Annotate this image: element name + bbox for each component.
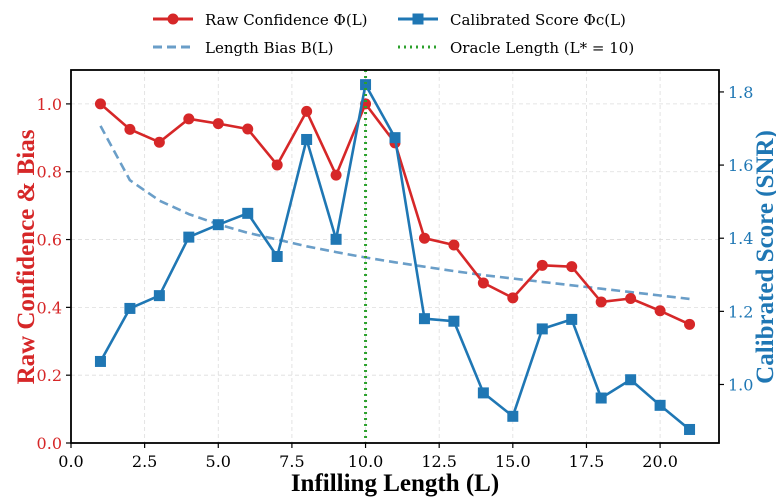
point-raw-16 — [566, 261, 578, 273]
x-tick-label-7: 17.5 — [569, 452, 605, 471]
point-cal-8 — [330, 233, 342, 245]
point-cal-6 — [271, 251, 283, 262]
legend-bias-label: Length Bias B(L) — [205, 39, 333, 57]
point-cal-5 — [242, 207, 254, 219]
legend-raw-label: Raw Confidence Φ(L) — [205, 11, 368, 29]
y-right-axis-label: Calibrated Score (SNR) — [752, 130, 776, 384]
point-raw-15 — [536, 259, 548, 271]
point-cal-18 — [625, 374, 637, 386]
x-tick-label-4: 10.0 — [348, 452, 384, 471]
x-tick-label-1: 2.5 — [132, 452, 157, 471]
point-cal-19 — [654, 399, 666, 411]
point-raw-11 — [418, 232, 430, 244]
x-tick-label-5: 12.5 — [421, 452, 457, 471]
point-cal-12 — [448, 315, 460, 327]
point-raw-4 — [212, 118, 224, 130]
x-tick-label-6: 15.0 — [495, 452, 531, 471]
point-cal-9 — [360, 79, 372, 91]
legend-oracle-label: Oracle Length (L* = 10) — [450, 39, 634, 57]
y-left-tick-label-1: 0.2 — [37, 366, 62, 385]
point-raw-13 — [477, 277, 489, 289]
point-raw-7 — [301, 105, 313, 117]
x-tick-label-8: 20.0 — [642, 452, 678, 471]
point-raw-12 — [448, 239, 460, 251]
y-left-tick-label-0: 0.0 — [37, 434, 62, 453]
point-cal-7 — [301, 133, 313, 145]
y-left-tick-label-4: 0.8 — [37, 163, 62, 182]
point-cal-13 — [477, 387, 489, 399]
point-cal-0 — [94, 355, 106, 367]
y-right-tick-label-3: 1.6 — [728, 156, 753, 175]
point-cal-3 — [183, 231, 195, 243]
point-cal-10 — [389, 132, 401, 144]
point-raw-19 — [654, 305, 666, 317]
point-cal-1 — [124, 302, 136, 314]
legend: Raw Confidence Φ(L) Calibrated Score Φc(… — [153, 11, 634, 57]
x-tick-label-3: 7.5 — [279, 452, 304, 471]
point-raw-6 — [271, 159, 283, 171]
point-cal-14 — [507, 410, 519, 422]
point-raw-14 — [507, 292, 519, 304]
plot-frame — [70, 69, 720, 444]
y-left-axis-label: Raw Confidence & Bias — [13, 129, 40, 384]
axes: 0.0 2.5 5.0 7.5 10.0 12.5 15.0 17.5 20.0 0.0 0.2 0.… — [37, 83, 754, 471]
y-left-tick-label-3: 0.6 — [37, 231, 62, 250]
point-raw-20 — [684, 318, 696, 330]
point-cal-2 — [153, 290, 165, 302]
y-right-tick-label-2: 1.4 — [728, 229, 753, 248]
point-cal-20 — [684, 423, 696, 435]
series-line-1 — [99, 125, 690, 301]
point-raw-3 — [183, 113, 195, 125]
point-cal-17 — [595, 392, 607, 404]
y-left-tick-label-5: 1.0 — [37, 95, 62, 114]
point-raw-18 — [625, 293, 637, 305]
point-raw-0 — [94, 98, 106, 110]
point-raw-5 — [242, 123, 254, 135]
point-raw-17 — [595, 296, 607, 308]
y-right-tick-label-4: 1.8 — [728, 83, 753, 102]
point-raw-8 — [330, 169, 342, 181]
series-layer — [94, 70, 696, 443]
x-tick-label-2: 5.0 — [206, 452, 231, 471]
point-cal-4 — [212, 219, 224, 231]
legend-raw-marker — [167, 13, 179, 25]
legend-cal-label: Calibrated Score Φc(L) — [450, 11, 626, 29]
point-raw-1 — [124, 123, 136, 135]
point-raw-2 — [153, 136, 165, 148]
x-tick-label-0: 0.0 — [58, 452, 83, 471]
x-axis-label: Infilling Length (L) — [291, 470, 499, 497]
point-cal-11 — [418, 313, 430, 325]
legend-cal-marker — [412, 13, 424, 25]
y-right-tick-label-1: 1.2 — [728, 302, 753, 321]
y-right-tick-label-0: 1.0 — [728, 375, 753, 394]
point-cal-16 — [566, 313, 578, 325]
grid — [70, 70, 719, 444]
y-left-tick-label-2: 0.4 — [37, 298, 62, 317]
point-cal-15 — [536, 323, 548, 335]
